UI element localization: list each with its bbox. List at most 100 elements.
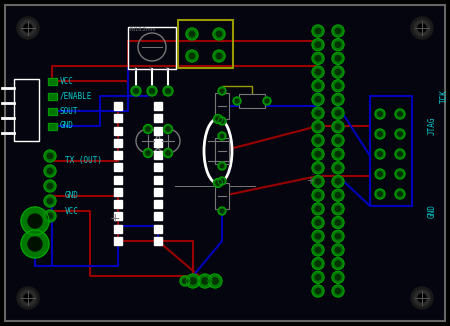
Bar (114, 176, 122, 184)
Circle shape (315, 42, 321, 47)
Circle shape (378, 192, 382, 196)
Bar (154, 213, 162, 220)
Circle shape (213, 114, 222, 124)
Circle shape (332, 285, 344, 297)
Circle shape (216, 117, 220, 121)
Circle shape (312, 66, 324, 78)
Circle shape (315, 111, 321, 116)
Bar (154, 176, 162, 184)
Circle shape (335, 193, 341, 198)
Bar (215, 138, 229, 164)
Text: GND: GND (428, 204, 436, 218)
Bar (128, 27, 176, 69)
Bar (215, 183, 229, 209)
Bar (370, 96, 412, 206)
Circle shape (375, 169, 385, 179)
Circle shape (21, 207, 49, 235)
Circle shape (335, 28, 341, 34)
Circle shape (47, 213, 53, 219)
Circle shape (414, 290, 430, 306)
Circle shape (220, 119, 224, 123)
Circle shape (375, 109, 385, 119)
Circle shape (233, 97, 241, 105)
Circle shape (216, 181, 220, 185)
Circle shape (335, 138, 341, 143)
Circle shape (418, 24, 426, 32)
Bar (114, 163, 122, 171)
Circle shape (335, 111, 341, 116)
Circle shape (312, 285, 324, 297)
Circle shape (378, 132, 382, 136)
Circle shape (312, 258, 324, 270)
Circle shape (24, 24, 32, 32)
Circle shape (183, 279, 187, 283)
Text: VCC: VCC (65, 206, 79, 215)
Circle shape (335, 206, 341, 212)
Circle shape (332, 121, 344, 133)
Circle shape (332, 203, 344, 215)
Circle shape (146, 151, 150, 155)
Circle shape (189, 53, 195, 59)
Circle shape (312, 148, 324, 160)
Circle shape (213, 50, 225, 62)
Circle shape (189, 31, 195, 37)
Circle shape (44, 195, 56, 207)
Circle shape (312, 39, 324, 51)
Bar (114, 225, 122, 233)
Circle shape (44, 210, 56, 222)
Circle shape (131, 86, 141, 96)
Circle shape (263, 97, 271, 105)
Circle shape (312, 80, 324, 92)
Circle shape (166, 151, 170, 155)
Bar (114, 151, 122, 159)
Text: GND: GND (65, 191, 79, 200)
Circle shape (166, 127, 170, 131)
Circle shape (44, 150, 56, 162)
Bar (114, 200, 122, 208)
Bar (154, 163, 162, 171)
Circle shape (220, 179, 224, 183)
Bar (114, 188, 122, 196)
Bar (48, 93, 57, 99)
Text: 1: 1 (133, 67, 136, 72)
Circle shape (335, 179, 341, 184)
Circle shape (335, 288, 341, 294)
Circle shape (17, 287, 39, 309)
Circle shape (375, 149, 385, 159)
Bar (14, 79, 39, 141)
Text: +: + (306, 176, 314, 186)
Text: GND: GND (60, 122, 74, 130)
Circle shape (202, 278, 208, 284)
Circle shape (411, 287, 433, 309)
Circle shape (28, 237, 42, 251)
Circle shape (335, 165, 341, 170)
Circle shape (312, 189, 324, 201)
Circle shape (28, 214, 42, 228)
Circle shape (315, 179, 321, 184)
Circle shape (398, 152, 402, 156)
Circle shape (312, 216, 324, 229)
Bar (154, 225, 162, 233)
Circle shape (418, 294, 426, 302)
Circle shape (332, 134, 344, 146)
Circle shape (332, 52, 344, 64)
Circle shape (335, 274, 341, 280)
Bar (239, 94, 265, 108)
Circle shape (335, 56, 341, 61)
Circle shape (315, 220, 321, 225)
Circle shape (166, 89, 170, 93)
Circle shape (144, 149, 153, 157)
Circle shape (218, 162, 226, 170)
Circle shape (47, 153, 53, 159)
Circle shape (312, 94, 324, 105)
Circle shape (332, 66, 344, 78)
Text: VCC: VCC (60, 77, 74, 85)
Circle shape (332, 258, 344, 270)
Circle shape (332, 107, 344, 119)
Circle shape (47, 198, 53, 204)
Circle shape (216, 31, 222, 37)
Circle shape (332, 230, 344, 242)
Circle shape (395, 129, 405, 139)
Circle shape (312, 121, 324, 133)
Circle shape (315, 138, 321, 143)
